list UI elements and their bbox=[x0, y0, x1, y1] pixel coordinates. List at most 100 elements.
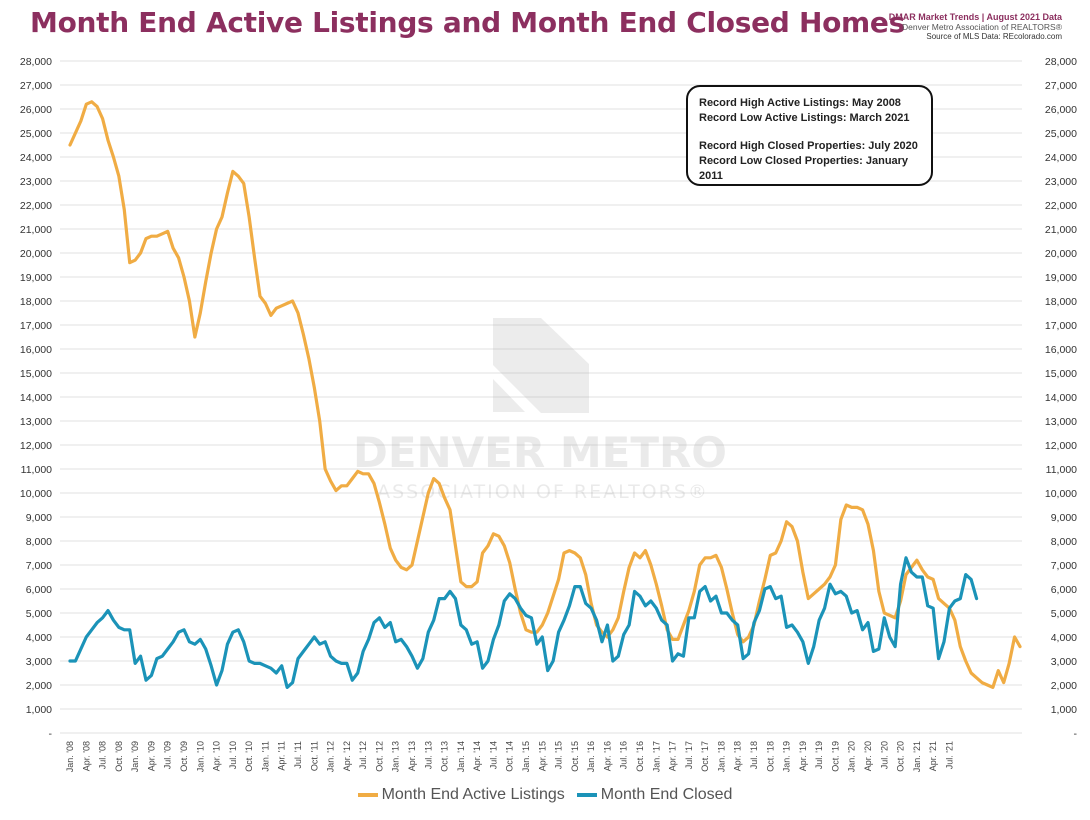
x-tick-label: Oct. '15 bbox=[570, 741, 580, 772]
x-tick-label: Oct. '08 bbox=[114, 741, 124, 772]
x-tick-label: Apr. '19 bbox=[798, 741, 808, 771]
legend-item-active: Month End Active Listings bbox=[357, 786, 565, 804]
records-callout: Record High Active Listings: May 2008 Re… bbox=[686, 85, 933, 186]
y-tick-label-right: 3,000 bbox=[1051, 656, 1077, 668]
y-tick-label-left: 21,000 bbox=[20, 224, 52, 236]
watermark-line1: DENVER METRO bbox=[353, 428, 727, 477]
y-tick-label-left: 8,000 bbox=[26, 536, 52, 548]
watermark-logo-icon bbox=[493, 318, 589, 413]
y-tick-label-left: 19,000 bbox=[20, 272, 52, 284]
y-tick-label-left: 4,000 bbox=[26, 632, 52, 644]
y-tick-label-right: 7,000 bbox=[1051, 560, 1077, 572]
x-tick-label: Jul. '11 bbox=[293, 741, 303, 769]
legend-label-active: Month End Active Listings bbox=[381, 786, 565, 803]
x-tick-label: Jul. '20 bbox=[879, 741, 889, 769]
x-tick-label: Apr. '20 bbox=[863, 741, 873, 771]
y-tick-label-right: 2,000 bbox=[1051, 680, 1077, 692]
x-tick-label: Jul. '10 bbox=[228, 741, 238, 769]
x-tick-label: Apr. '14 bbox=[472, 741, 482, 771]
y-tick-label-left: 28,000 bbox=[20, 56, 52, 68]
y-tick-label-right: 23,000 bbox=[1045, 176, 1077, 188]
x-tick-label: Apr. '15 bbox=[537, 741, 547, 771]
y-tick-label-left: 7,000 bbox=[26, 560, 52, 572]
y-tick-label-left: 12,000 bbox=[20, 440, 52, 452]
y-tick-label-right: 6,000 bbox=[1051, 584, 1077, 596]
y-tick-label-right: 9,000 bbox=[1051, 512, 1077, 524]
y-tick-label-left: 16,000 bbox=[20, 344, 52, 356]
x-tick-label: Oct. '17 bbox=[700, 741, 710, 772]
y-tick-label-left: 10,000 bbox=[20, 488, 52, 500]
x-tick-label: Jul. '09 bbox=[163, 741, 173, 769]
x-tick-label: Jan. '16 bbox=[586, 741, 596, 772]
x-tick-label: Apr. '13 bbox=[407, 741, 417, 771]
callout-record-low-closed: Record Low Closed Properties: January 20… bbox=[699, 155, 909, 182]
y-tick-label-left: 13,000 bbox=[20, 416, 52, 428]
x-tick-label: Oct. '13 bbox=[440, 741, 450, 772]
y-tick-label-left: 11,000 bbox=[21, 464, 52, 476]
x-tick-label: Jan. '10 bbox=[195, 741, 205, 772]
x-tick-label: Jan. '19 bbox=[782, 741, 792, 772]
y-tick-label-right: 14,000 bbox=[1045, 392, 1077, 404]
source-line-report: DMAR Market Trends | August 2021 Data bbox=[888, 12, 1062, 22]
x-tick-label: Jul. '08 bbox=[98, 741, 108, 769]
x-tick-label: Apr. '09 bbox=[146, 741, 156, 771]
y-tick-label-right: 4,000 bbox=[1051, 632, 1077, 644]
x-tick-label: Apr. '11 bbox=[277, 741, 287, 771]
x-tick-label: Apr. '18 bbox=[733, 741, 743, 771]
source-line-association: Denver Metro Association of REALTORS® bbox=[902, 22, 1062, 32]
y-axis-right: - 1,000 2,000 3,000 4,000 5,000 6,000 7,000 8,00… bbox=[1045, 56, 1078, 740]
x-tick-label: Jan. '14 bbox=[456, 741, 466, 772]
legend-swatch-active bbox=[357, 793, 378, 797]
y-tick-label-left: 9,000 bbox=[26, 512, 52, 524]
y-tick-label-right: 8,000 bbox=[1051, 536, 1077, 548]
y-tick-label-left: 26,000 bbox=[20, 104, 52, 116]
y-tick-label-left: - bbox=[49, 728, 53, 740]
watermark-line2: ASSOCIATION OF REALTORS® bbox=[377, 481, 709, 503]
legend-item-closed: Month End Closed bbox=[576, 786, 733, 804]
y-tick-label-right: 18,000 bbox=[1045, 296, 1077, 308]
y-tick-label-right: 10,000 bbox=[1045, 488, 1077, 500]
x-tick-label: Jul. '12 bbox=[358, 741, 368, 769]
x-tick-label: Oct. '20 bbox=[896, 741, 906, 772]
x-tick-label: Jan. '09 bbox=[130, 741, 140, 772]
x-tick-label: Apr. '12 bbox=[342, 741, 352, 771]
x-tick-label: Jul. '21 bbox=[944, 741, 954, 769]
x-tick-label: Jan. '20 bbox=[847, 741, 857, 772]
x-tick-label: Jul. '17 bbox=[684, 741, 694, 769]
legend: Month End Active Listings Month End Clos… bbox=[0, 786, 1090, 804]
legend-swatch-closed bbox=[576, 793, 597, 797]
y-tick-label-left: 1,000 bbox=[26, 704, 52, 716]
y-tick-label-right: 22,000 bbox=[1045, 200, 1077, 212]
x-tick-label: Jul. '18 bbox=[749, 741, 759, 769]
x-tick-label: Oct. '11 bbox=[309, 741, 319, 771]
x-tick-label: Apr. '17 bbox=[668, 741, 678, 771]
x-tick-label: Oct. '19 bbox=[830, 741, 840, 772]
y-tick-label-left: 25,000 bbox=[20, 128, 52, 140]
y-tick-label-right: 12,000 bbox=[1045, 440, 1077, 452]
legend-label-closed: Month End Closed bbox=[600, 786, 733, 803]
y-tick-label-right: 21,000 bbox=[1045, 224, 1077, 236]
source-line-mls: Source of MLS Data: REcolorado.com bbox=[926, 32, 1062, 41]
x-tick-label: Jan. '13 bbox=[391, 741, 401, 772]
y-tick-label-right: 20,000 bbox=[1045, 248, 1077, 260]
x-tick-label: Jan. '18 bbox=[716, 741, 726, 772]
y-tick-label-left: 23,000 bbox=[20, 176, 52, 188]
y-tick-label-left: 14,000 bbox=[20, 392, 52, 404]
callout-record-low-active: Record Low Active Listings: March 2021 bbox=[699, 112, 910, 124]
y-tick-label-right: 25,000 bbox=[1045, 128, 1077, 140]
y-tick-label-right: 15,000 bbox=[1045, 368, 1077, 380]
y-tick-label-left: 5,000 bbox=[26, 608, 52, 620]
y-tick-label-left: 18,000 bbox=[20, 296, 52, 308]
x-axis: Jan. '08 Apr. '08 Jul. '08 Oct. '08 Jan. '09… bbox=[65, 741, 954, 772]
x-tick-label: Apr. '10 bbox=[212, 741, 222, 771]
y-tick-label-right: 5,000 bbox=[1051, 608, 1077, 620]
y-tick-label-left: 17,000 bbox=[20, 320, 52, 332]
y-tick-label-left: 20,000 bbox=[20, 248, 52, 260]
chart-title: Month End Active Listings and Month End … bbox=[30, 6, 905, 39]
x-tick-label: Apr. '08 bbox=[81, 741, 91, 771]
x-tick-label: Jul. '14 bbox=[488, 741, 498, 769]
x-tick-label: Oct. '14 bbox=[505, 741, 515, 772]
x-tick-label: Oct. '09 bbox=[179, 741, 189, 772]
x-tick-label: Jul. '19 bbox=[814, 741, 824, 769]
